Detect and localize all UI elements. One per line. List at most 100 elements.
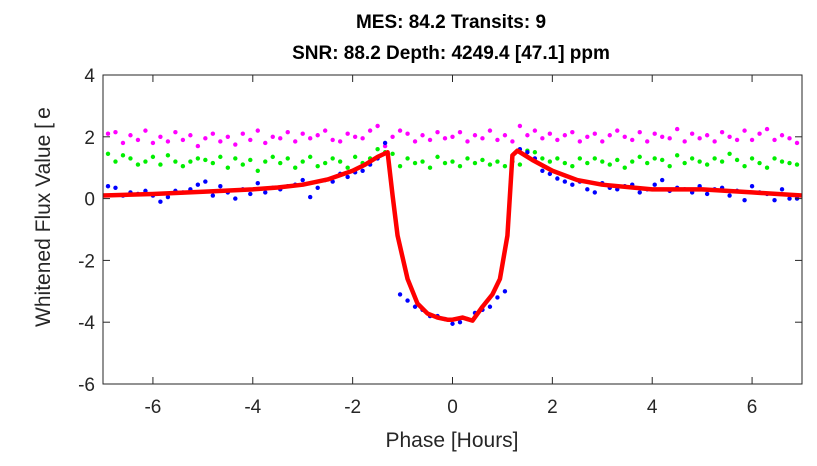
offset_1-point [623, 166, 627, 170]
offset_1-point [166, 153, 170, 157]
offset_1-point [196, 156, 200, 160]
offset_2-point [563, 133, 567, 137]
offset_1-point [697, 159, 701, 163]
offset_2-point [241, 132, 245, 136]
offset_1-point [241, 162, 245, 166]
offset_1-point [660, 158, 664, 162]
binned-point [540, 169, 544, 173]
offset_1-point [503, 164, 507, 168]
binned-point [488, 305, 492, 309]
binned-point [405, 298, 409, 302]
offset_1-point [106, 152, 110, 156]
offset_1-point [720, 159, 724, 163]
binned-point [263, 190, 267, 194]
offset_2-point [450, 135, 454, 139]
binned-point [218, 184, 222, 188]
offset_2-point [308, 136, 312, 140]
offset_1-point [345, 166, 349, 170]
offset_1-point [136, 162, 140, 166]
offset_1-point [638, 155, 642, 159]
offset_2-point [158, 135, 162, 139]
offset_1-point [765, 166, 769, 170]
offset_2-point [256, 128, 260, 132]
offset_2-point [630, 138, 634, 142]
binned-point [593, 190, 597, 194]
binned-point [233, 196, 237, 200]
offset_1-point [473, 161, 477, 165]
offset_2-point [218, 139, 222, 143]
offset_1-point [555, 156, 559, 160]
offset_1-point [188, 159, 192, 163]
binned-point [772, 198, 776, 202]
offset_2-point [375, 124, 379, 128]
offset_1-point [428, 166, 432, 170]
offset_1-point [323, 161, 327, 165]
offset_1-point [593, 156, 597, 160]
offset_1-point [450, 159, 454, 163]
offset_1-point [682, 161, 686, 165]
offset_1-point [615, 158, 619, 162]
offset_2-point [518, 124, 522, 128]
binned-point [360, 169, 364, 173]
offset_2-point [548, 132, 552, 136]
offset_1-point [488, 162, 492, 166]
offset_2-point [727, 135, 731, 139]
offset_1-point [293, 166, 297, 170]
offset_1-point [181, 164, 185, 168]
offset_1-point [585, 161, 589, 165]
offset_1-point [653, 156, 657, 160]
offset_2-point [263, 141, 267, 145]
offset_2-point [173, 130, 177, 134]
offset_1-point [405, 156, 409, 160]
offset_2-point [638, 130, 642, 134]
offset_2-point [712, 139, 716, 143]
offset_1-point [675, 153, 679, 157]
offset_1-point [780, 159, 784, 163]
offset_1-point [548, 159, 552, 163]
offset_2-point [667, 136, 671, 140]
offset_2-point [143, 128, 147, 132]
offset_2-point [787, 136, 791, 140]
offset_2-point [690, 132, 694, 136]
offset_2-point [570, 130, 574, 134]
offset_2-point [585, 135, 589, 139]
y-tick-label: 0 [84, 190, 95, 211]
offset_2-point [480, 136, 484, 140]
offset_2-point [540, 136, 544, 140]
binned-point [750, 184, 754, 188]
offset_2-point [420, 133, 424, 137]
binned-point [383, 141, 387, 145]
offset_1-point [480, 158, 484, 162]
offset_2-point [780, 133, 784, 137]
offset_1-point [286, 156, 290, 160]
offset_1-point [263, 159, 267, 163]
binned-point [495, 295, 499, 299]
offset_2-point [615, 128, 619, 132]
offset_2-point [360, 136, 364, 140]
binned-point [563, 179, 567, 183]
offset_2-point [136, 138, 140, 142]
offset_2-point [757, 132, 761, 136]
offset_2-point [353, 135, 357, 139]
offset_1-point [413, 161, 417, 165]
offset_2-point [413, 139, 417, 143]
offset_2-point [608, 133, 612, 137]
offset_1-point [570, 164, 574, 168]
binned-point [196, 182, 200, 186]
offset_2-point [181, 138, 185, 142]
offset_1-point [420, 159, 424, 163]
chart-title-line1: MES: 84.2 Transits: 9 [356, 12, 546, 33]
offset_1-point [398, 164, 402, 168]
offset_1-point [121, 153, 125, 157]
y-tick-label: -4 [78, 313, 95, 334]
binned-point [248, 192, 252, 196]
offset_1-point [667, 164, 671, 168]
offset_2-point [323, 128, 327, 132]
offset_2-point [203, 136, 207, 140]
offset_2-point [765, 127, 769, 131]
binned-point [555, 176, 559, 180]
offset_2-point [697, 136, 701, 140]
offset_1-point [315, 164, 319, 168]
y-axis-label: Whitened Flux Value [ [32, 123, 55, 327]
x-tick-label: 2 [547, 397, 558, 418]
